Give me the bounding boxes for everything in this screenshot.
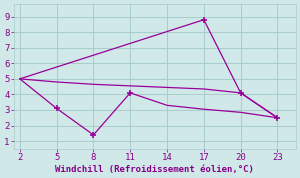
X-axis label: Windchill (Refroidissement éolien,°C): Windchill (Refroidissement éolien,°C) xyxy=(55,165,254,174)
